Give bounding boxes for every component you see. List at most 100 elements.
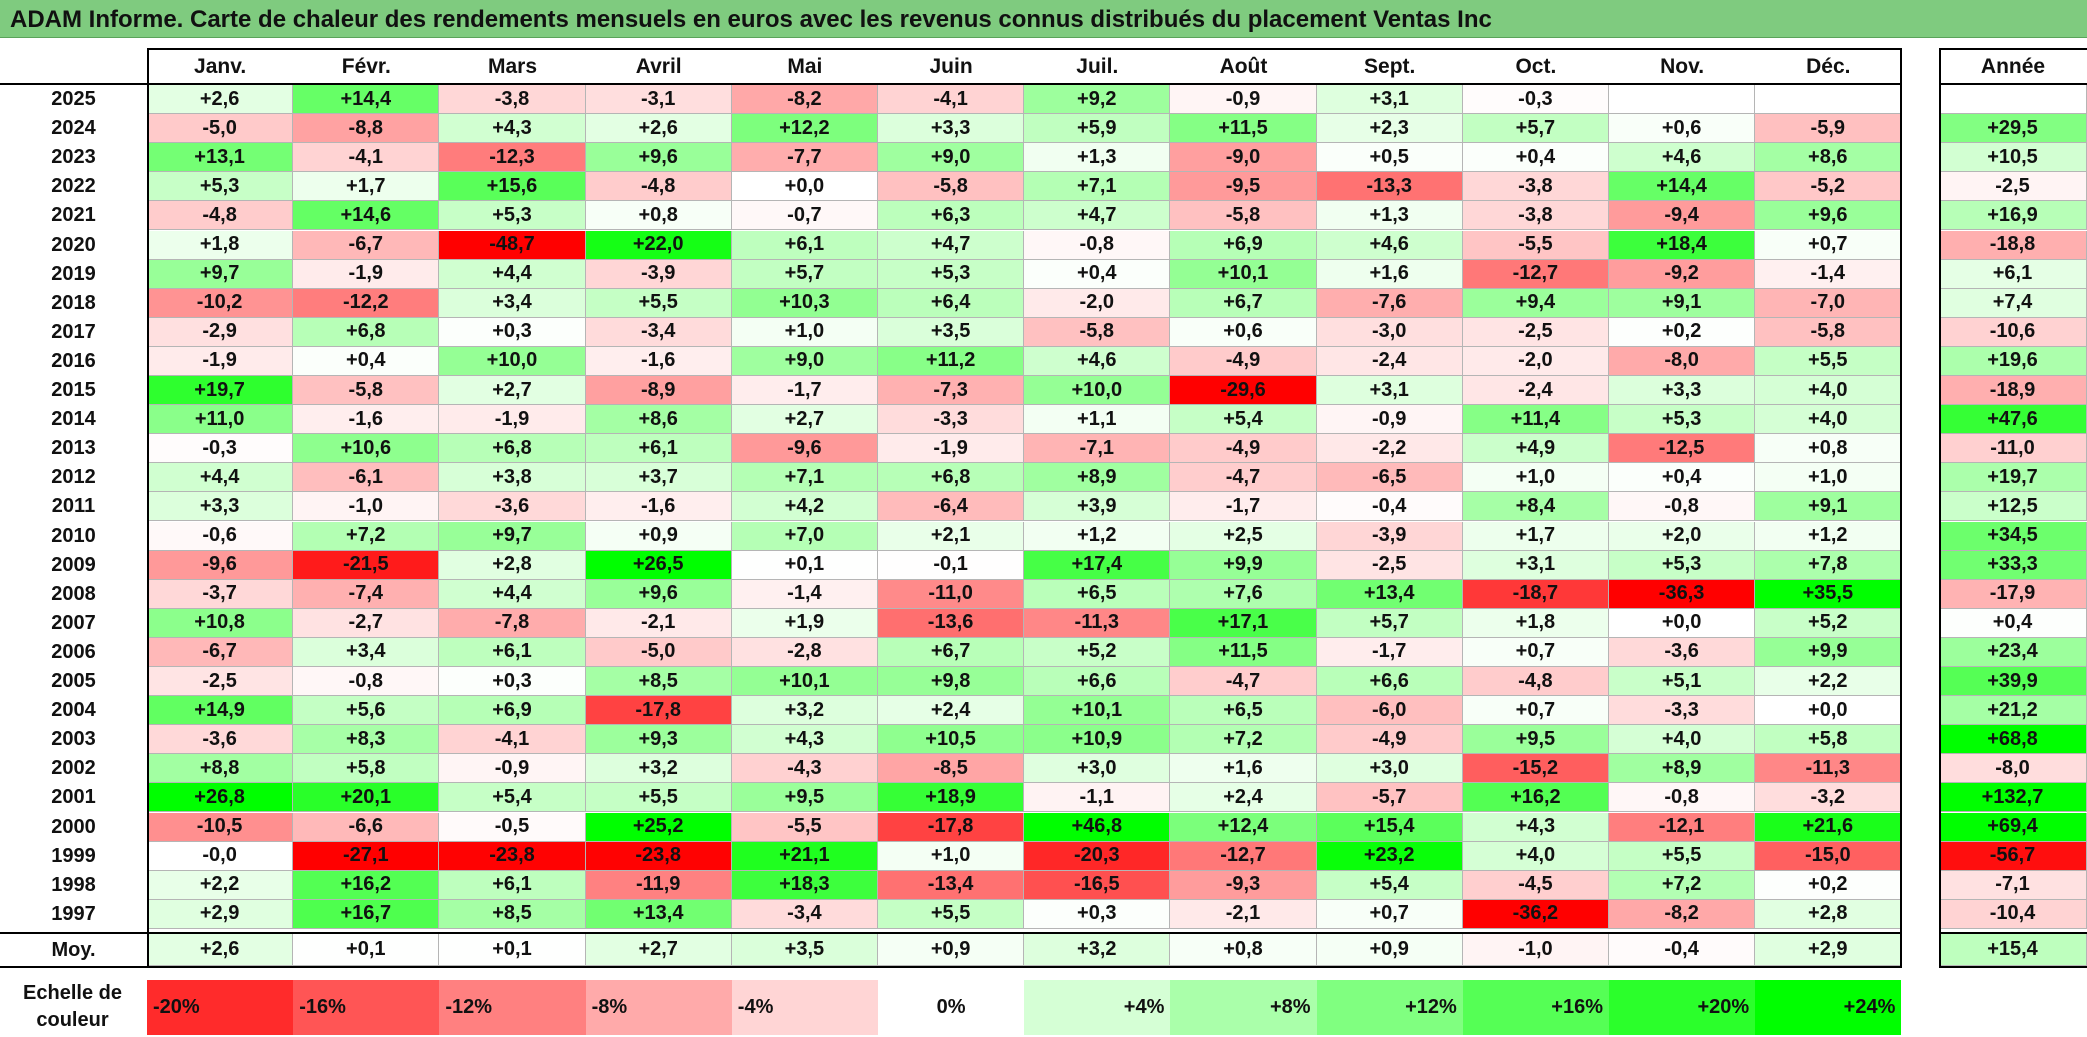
heatmap-cell: +4,0 (1755, 376, 1902, 406)
heatmap-cell: -2,0 (1024, 288, 1171, 318)
month-header: Janv. (147, 50, 294, 83)
heatmap-cell: +7,2 (1170, 725, 1317, 755)
heatmap-cell: +0,5 (1316, 143, 1463, 173)
heatmap-cell: +15,4 (1316, 812, 1463, 842)
heatmap-cell: -5,2 (1755, 172, 1902, 202)
heatmap-cell: +18,9 (878, 783, 1025, 813)
heatmap-cell: +2,7 (439, 376, 586, 406)
heatmap-cell: -5,8 (1024, 317, 1171, 347)
heatmap-cell: +21,1 (731, 841, 878, 871)
heatmap-cell: -2,1 (1170, 899, 1317, 929)
color-scale-step: +4% (1024, 980, 1171, 1035)
heatmap-cell: +11,4 (1462, 405, 1609, 435)
heatmap-cell: +11,2 (878, 346, 1025, 376)
heatmap-cell: +3,0 (1024, 754, 1171, 784)
heatmap-cell: -4,1 (439, 725, 586, 755)
year-label: 2001 (51, 786, 96, 809)
heatmap-cell: -8,9 (585, 376, 732, 406)
heatmap-cell: +5,5 (878, 899, 1025, 929)
heatmap-cell: -2,4 (1462, 376, 1609, 406)
heatmap-cell: +9,0 (731, 346, 878, 376)
annual-cell: +23,4 (1939, 637, 2087, 667)
heatmap-cell: +4,6 (1316, 230, 1463, 260)
heatmap-cell: -5,0 (147, 114, 294, 144)
year-label: 2018 (51, 291, 96, 314)
heatmap-cell: -0,4 (1316, 492, 1463, 522)
year-label: 2020 (51, 233, 96, 256)
heatmap-cell: +10,3 (731, 288, 878, 318)
heatmap-cell: +6,1 (439, 870, 586, 900)
heatmap-cell: -1,0 (293, 492, 440, 522)
heatmap-cell: +0,4 (1024, 259, 1171, 289)
heatmap-cell: +0,1 (731, 550, 878, 580)
heatmap-cell: -7,3 (878, 376, 1025, 406)
average-cell: +2,6 (147, 934, 294, 966)
heatmap-cell: -11,3 (1755, 754, 1902, 784)
year-label: 2004 (51, 699, 96, 722)
heatmap-cell: +5,6 (293, 696, 440, 726)
heatmap-cell: +4,3 (731, 725, 878, 755)
heatmap-cell: -8,2 (1609, 899, 1756, 929)
heatmap-cell: -0,0 (147, 841, 294, 871)
heatmap-cell: +7,1 (1024, 172, 1171, 202)
heatmap-cell: -15,0 (1755, 841, 1902, 871)
month-header: Févr. (293, 50, 440, 83)
heatmap-cell: +10,8 (147, 608, 294, 638)
heatmap-cell: -4,5 (1462, 870, 1609, 900)
year-label: 2007 (51, 611, 96, 634)
annual-cell: +19,7 (1939, 463, 2087, 493)
heatmap-cell: +3,3 (878, 114, 1025, 144)
heatmap-cell: -3,8 (1462, 201, 1609, 231)
heatmap-cell: +6,1 (585, 434, 732, 464)
heatmap-cell: +16,7 (293, 899, 440, 929)
heatmap-cell: +6,5 (1024, 579, 1171, 609)
heatmap-cell: +13,4 (1316, 579, 1463, 609)
heatmap-cell: +2,0 (1609, 521, 1756, 551)
year-label: 2008 (51, 582, 96, 605)
heatmap-cell: +3,2 (585, 754, 732, 784)
heatmap-cell: +9,9 (1755, 637, 1902, 667)
heatmap-cell: -20,3 (1024, 841, 1171, 871)
heatmap-cell: +0,7 (1462, 637, 1609, 667)
color-scale-step: +12% (1316, 980, 1463, 1035)
page-title: ADAM Informe. Carte de chaleur des rende… (10, 6, 1492, 33)
heatmap-cell: -3,3 (1609, 696, 1756, 726)
heatmap-cell: +17,4 (1024, 550, 1171, 580)
heatmap-cell: +2,4 (878, 696, 1025, 726)
heatmap-cell: +14,4 (1609, 172, 1756, 202)
heatmap-cell: -2,5 (1462, 317, 1609, 347)
heatmap-cell: +2,6 (585, 114, 732, 144)
heatmap-cell: -1,6 (293, 405, 440, 435)
annual-cell: +29,5 (1939, 114, 2087, 144)
heatmap-cell: -8,2 (731, 85, 878, 115)
heatmap-cell: -5,9 (1755, 114, 1902, 144)
heatmap-cell: +3,8 (439, 463, 586, 493)
heatmap-cell: +5,1 (1609, 667, 1756, 697)
heatmap-cell: +1,7 (1462, 521, 1609, 551)
heatmap-cell: -4,7 (1170, 667, 1317, 697)
heatmap-cell: +5,3 (878, 259, 1025, 289)
heatmap-cell: -15,2 (1462, 754, 1609, 784)
annual-cell: -10,4 (1939, 899, 2087, 929)
heatmap-cell: +7,6 (1170, 579, 1317, 609)
heatmap-cell: +7,1 (731, 463, 878, 493)
heatmap-cell: +2,8 (439, 550, 586, 580)
year-label: 2017 (51, 320, 96, 343)
heatmap-cell: -1,6 (585, 346, 732, 376)
heatmap-cell: -4,1 (878, 85, 1025, 115)
year-label: 2014 (51, 408, 96, 431)
heatmap-cell: -12,3 (439, 143, 586, 173)
heatmap-cell: +9,6 (585, 579, 732, 609)
heatmap-cell: +12,4 (1170, 812, 1317, 842)
heatmap-cell: +4,3 (439, 114, 586, 144)
heatmap-cell: -1,7 (1170, 492, 1317, 522)
heatmap-cell: -0,9 (1170, 85, 1317, 115)
year-label: 2013 (51, 437, 96, 460)
heatmap-cell: +1,6 (1316, 259, 1463, 289)
heatmap-cell: +5,7 (1316, 608, 1463, 638)
heatmap-cell: +6,8 (878, 463, 1025, 493)
heatmap-cell: -13,3 (1316, 172, 1463, 202)
heatmap-cell: +10,0 (1024, 376, 1171, 406)
heatmap-cell: -12,2 (293, 288, 440, 318)
heatmap-cell: +10,1 (731, 667, 878, 697)
